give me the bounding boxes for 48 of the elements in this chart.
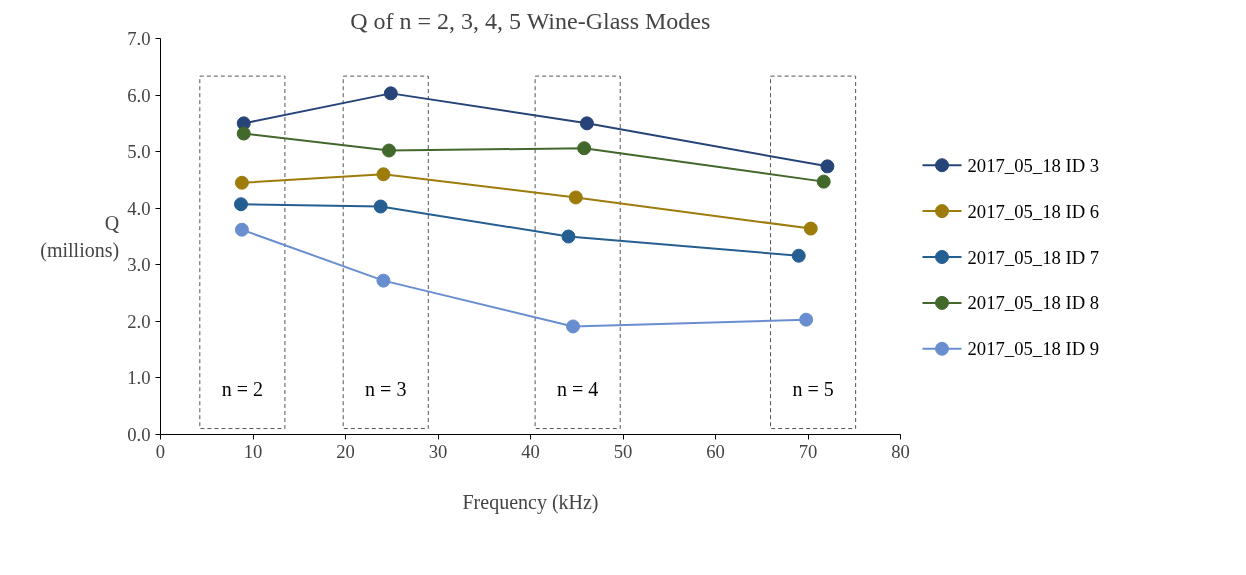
x-tick-label: 50 xyxy=(613,440,633,462)
y-tick-label: 4.0 xyxy=(127,197,151,219)
point xyxy=(373,199,388,214)
point xyxy=(376,273,391,288)
legend-label: 2017_05_18 ID 3 xyxy=(967,154,1100,176)
point xyxy=(233,197,248,212)
point xyxy=(791,248,806,263)
y-tick-label: 7.0 xyxy=(127,28,151,49)
point xyxy=(816,174,831,189)
point xyxy=(234,222,249,237)
y-axis-title: Q (millions) xyxy=(40,212,120,262)
point xyxy=(561,229,576,244)
legend-label: 2017_05_18 ID 8 xyxy=(967,292,1100,314)
point xyxy=(383,86,398,101)
point xyxy=(799,312,814,327)
point xyxy=(803,221,818,236)
legend-label: 2017_05_18 ID 7 xyxy=(967,246,1100,268)
legend-label: 2017_05_18 ID 9 xyxy=(967,338,1100,360)
x-tick-label: 60 xyxy=(706,440,725,462)
annotation: n = 2 xyxy=(221,377,263,400)
point xyxy=(376,167,391,182)
chart-title: Q of n = 2, 3, 4, 5 Wine-Glass Modes xyxy=(350,7,711,34)
x-tick-label: 20 xyxy=(336,440,355,462)
y-tick-label: 0.0 xyxy=(127,424,151,445)
point xyxy=(568,190,583,205)
point xyxy=(820,159,835,174)
annotation: n = 5 xyxy=(792,377,834,400)
y-tick-label: 2.0 xyxy=(127,310,151,332)
point xyxy=(234,175,249,190)
point xyxy=(381,143,396,158)
point xyxy=(566,319,581,334)
point xyxy=(577,141,592,156)
x-tick-label: 10 xyxy=(243,440,263,462)
x-tick-label: 70 xyxy=(798,440,818,462)
y-tick-label: 6.0 xyxy=(127,84,151,106)
annotation: n = 3 xyxy=(365,377,407,400)
y-tick-label: 5.0 xyxy=(127,141,151,163)
annotation: n = 4 xyxy=(557,377,599,400)
legend-label: 2017_05_18 ID 6 xyxy=(967,200,1100,222)
point xyxy=(579,116,594,131)
x-tick-label: 30 xyxy=(428,440,448,462)
point xyxy=(236,126,251,141)
x-tick-label: 0 xyxy=(155,440,166,462)
x-tick-label: 80 xyxy=(891,440,910,462)
x-axis-title: Frequency (kHz) xyxy=(462,490,599,514)
x-tick-label: 40 xyxy=(521,440,540,462)
y-tick-label: 3.0 xyxy=(127,254,151,276)
y-tick-label: 1.0 xyxy=(127,367,151,389)
